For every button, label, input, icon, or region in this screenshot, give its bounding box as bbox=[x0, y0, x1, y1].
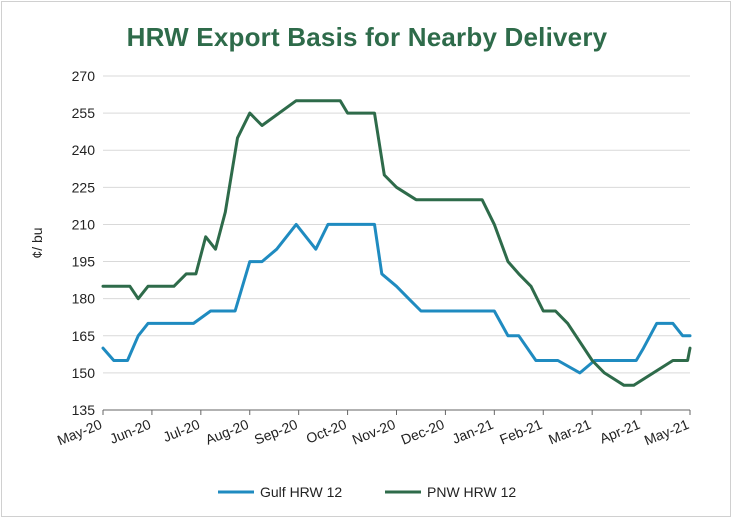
series-line-gulf bbox=[101, 222, 692, 375]
series-lines bbox=[101, 99, 692, 387]
gridlines bbox=[103, 75, 690, 374]
y-tick-label: 255 bbox=[72, 105, 96, 121]
legend-label: PNW HRW 12 bbox=[427, 484, 516, 500]
x-tick-label: May-20 bbox=[55, 416, 104, 448]
x-tick-label: May-21 bbox=[642, 416, 691, 448]
series-line-pnw bbox=[101, 99, 692, 387]
x-tick-label: Mar-21 bbox=[546, 416, 593, 448]
y-axis-label: ¢/ bu bbox=[29, 227, 45, 258]
x-tick-label: Feb-21 bbox=[497, 416, 544, 448]
x-tick-labels: May-20 Jun-20 Jul-20 Aug-20 Sep-20 Oct-20 Nov-… bbox=[55, 416, 691, 448]
axes bbox=[102, 409, 691, 415]
x-tick-label: Jun-20 bbox=[107, 416, 153, 447]
y-tick-label: 195 bbox=[72, 254, 96, 270]
y-tick-label: 225 bbox=[72, 179, 96, 195]
y-tick-label: 150 bbox=[72, 365, 96, 381]
x-tick-label: Nov-20 bbox=[350, 416, 398, 448]
legend-label: Gulf HRW 12 bbox=[260, 484, 342, 500]
x-tick-label: Dec-20 bbox=[399, 416, 447, 448]
x-tick-label: Oct-20 bbox=[304, 416, 349, 447]
x-tick-label: Apr-21 bbox=[597, 416, 642, 447]
y-tick-label: 270 bbox=[72, 68, 96, 84]
x-tick-label: Aug-20 bbox=[203, 416, 251, 448]
legend: Gulf HRW 12 PNW HRW 12 bbox=[218, 484, 516, 500]
y-tick-labels: 135 150 165 180 195 210 225 240 255 270 bbox=[72, 68, 96, 418]
x-tick-label: Sep-20 bbox=[252, 416, 300, 448]
y-tick-label: 135 bbox=[72, 402, 96, 418]
y-tick-label: 165 bbox=[72, 328, 96, 344]
x-tick-label: Jul-20 bbox=[161, 416, 203, 445]
y-tick-label: 210 bbox=[72, 216, 96, 232]
x-tick-label: Jan-21 bbox=[450, 416, 496, 447]
y-tick-label: 240 bbox=[72, 142, 96, 158]
y-tick-label: 180 bbox=[72, 291, 96, 307]
chart-title: HRW Export Basis for Nearby Delivery bbox=[126, 22, 608, 52]
